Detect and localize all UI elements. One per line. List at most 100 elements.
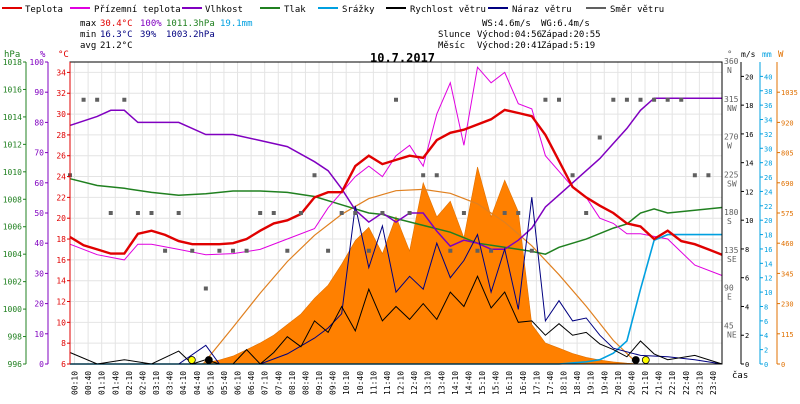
pressure-axis-tick-label: 996 — [8, 360, 23, 369]
legend-label-prizemni-teplota: Přízemní teplota — [94, 5, 181, 15]
wind-direction-point — [203, 286, 208, 291]
solar-radiation-area — [70, 166, 722, 365]
rain-axis-tick-label: 16 — [764, 246, 772, 254]
stats-sun-label: Slunce — [438, 30, 471, 40]
wind-direction-point — [135, 211, 140, 215]
pressure-line — [69, 177, 723, 255]
wind-direction-point — [692, 173, 697, 178]
x-tick-label: 08:40 — [301, 371, 310, 395]
stats-ws: WS:4.6m/s — [482, 19, 531, 29]
solar-axis-tick-label: 230 — [781, 301, 794, 309]
wind-axis-unit: m/s — [741, 50, 756, 59]
x-tick-label: 21:10 — [641, 371, 650, 395]
wind-direction-point — [353, 211, 358, 215]
wind-direction-point — [529, 248, 534, 253]
sun-elevation-line — [202, 188, 639, 365]
pressure-axis-tick-label: 1002 — [3, 278, 22, 287]
humidity-axis-tick-label: 100 — [30, 58, 45, 67]
axes-layer: 00:10 00:40 01:10 01:40 02:10 02:40 03:10 03:40… — [3, 57, 798, 395]
wind-direction-point — [81, 97, 86, 102]
rain-axis-tick-label: 40 — [764, 73, 772, 81]
direction-axis-dir-label: W — [727, 142, 732, 151]
x-tick-label: 15:40 — [492, 371, 501, 395]
x-tick-label: 02:40 — [138, 371, 147, 395]
x-tick-label: 21:40 — [655, 371, 664, 395]
stats-min-press: 1003.2hPa — [166, 30, 215, 40]
temperature-axis-tick-label: 26 — [56, 152, 66, 161]
wind-direction-point — [597, 135, 602, 140]
stats-min-temp: 16.3°C — [100, 30, 133, 40]
stats-wg: WG:6.4m/s — [541, 19, 590, 29]
x-tick-label: 15:10 — [478, 371, 487, 395]
wind-direction-point — [108, 211, 113, 215]
wind-direction-point — [434, 173, 439, 178]
wind-direction-point — [231, 248, 235, 253]
rain-axis-tick-label: 38 — [764, 88, 772, 96]
legend-label-vlhkost: Vlhkost — [205, 5, 243, 15]
direction-axis-tick-label: 225 — [724, 170, 739, 179]
wind-direction-point — [448, 248, 453, 253]
legend-label-rychlost-vetru: Rychlost větru — [410, 5, 486, 15]
legend-label-smer-vetru: Směr větru — [610, 5, 664, 15]
legend: Teplota Přízemní teplota Vlhkost Tlak Sr… — [2, 5, 664, 15]
x-tick-label: 17:40 — [546, 371, 555, 395]
rain-axis-tick-label: 20 — [764, 217, 772, 225]
wind-direction-point — [380, 211, 385, 215]
x-tick-label: 18:10 — [560, 371, 569, 395]
stats-max-hum: 100% — [140, 19, 162, 29]
wind-direction-point — [638, 97, 643, 102]
wind-direction-point — [271, 211, 276, 215]
wind-axis-tick-label: 16 — [745, 131, 753, 139]
x-tick-label: 01:10 — [98, 371, 107, 395]
temperature-axis-tick-label: 12 — [56, 298, 66, 307]
wind-axis-tick-label: 12 — [745, 188, 753, 196]
wind-direction-point — [502, 211, 507, 215]
solar-axis-tick-label: 345 — [781, 270, 794, 278]
solar-axis-tick-label: 690 — [781, 180, 794, 188]
solar-axis-tick-label: 575 — [781, 210, 794, 218]
humidity-axis-tick-label: 60 — [34, 179, 44, 188]
sunrise-marker — [187, 356, 196, 364]
rain-line — [70, 233, 722, 365]
wind-axis-tick-label: 8 — [745, 246, 749, 254]
x-tick-label: 20:40 — [627, 371, 636, 395]
wind-axis-tick-label: 6 — [745, 275, 749, 283]
x-tick-label: 22:10 — [668, 371, 677, 395]
temperature-axis-tick-label: 10 — [56, 318, 66, 327]
pressure-axis-tick-label: 1000 — [3, 305, 22, 314]
legend-label-naraz-vetru: Náraz větru — [512, 5, 572, 15]
stats-min-hum: 39% — [140, 30, 157, 40]
solar-axis-tick-label: 1035 — [781, 89, 798, 97]
stats-min-label: min — [80, 30, 96, 40]
rain-axis-tick-label: 24 — [764, 188, 772, 196]
x-tick-label: 16:40 — [519, 371, 528, 395]
x-tick-label: 05:40 — [220, 371, 229, 395]
direction-axis-dir-label: SE — [727, 255, 737, 264]
wind-direction-point — [339, 211, 344, 215]
humidity-axis-tick-label: 20 — [34, 300, 44, 309]
temperature-axis-tick-label: 16 — [56, 256, 66, 265]
x-tick-label: 04:10 — [179, 371, 188, 395]
sunset-marker — [641, 356, 650, 364]
x-tick-label: 02:10 — [125, 371, 134, 395]
rain-axis-tick-label: 32 — [764, 131, 772, 139]
wind-direction-point — [326, 248, 331, 253]
x-tick-label: 07:40 — [274, 371, 283, 395]
x-tick-label: 07:10 — [261, 371, 270, 395]
direction-axis-tick-label: 315 — [724, 95, 739, 104]
temperature-line — [69, 108, 723, 256]
rain-axis-tick-label: 2 — [764, 347, 768, 355]
direction-axis-dir-label: E — [727, 293, 732, 302]
wind-axis-tick-label: 0 — [745, 361, 749, 369]
wind-direction-point — [312, 173, 317, 178]
legend-label-tlak: Tlak — [284, 5, 306, 15]
stats-max-label: max — [80, 19, 97, 29]
temperature-axis-tick-label: 30 — [56, 110, 66, 119]
x-tick-label: 04:40 — [193, 371, 202, 395]
wind-direction-point — [584, 211, 589, 215]
humidity-axis-tick-label: 80 — [34, 118, 44, 127]
pressure-axis-tick-label: 1008 — [3, 195, 22, 204]
solar-axis-tick-label: 920 — [781, 119, 794, 127]
direction-axis-tick-label: 360 — [724, 57, 739, 66]
direction-axis-unit: ° — [727, 50, 732, 60]
